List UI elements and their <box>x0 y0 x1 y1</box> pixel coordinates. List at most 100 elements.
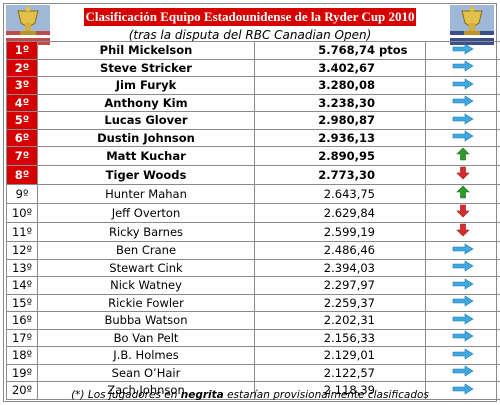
position-cell: 13º <box>6 258 38 277</box>
position-cell: 15º <box>6 293 38 312</box>
arrow-right-icon <box>452 365 474 381</box>
trend-cell <box>425 311 500 330</box>
points-value: 2.129,01 <box>323 348 375 363</box>
ranking-table: 1º Phil Mickelson 5.768,74 ptos 2º Steve Str… <box>6 41 500 400</box>
points-cell: 3.238,30 <box>254 93 426 112</box>
player-name: Phil Mickelson <box>37 41 255 60</box>
trend-cell <box>425 111 500 130</box>
arrow-right-icon <box>452 42 474 59</box>
arrow-down-icon <box>456 204 470 222</box>
table-row: 11º Ricky Barnes 2.599,19 <box>6 222 500 242</box>
player-name: J.B. Holmes <box>37 346 255 365</box>
arrow-right-icon <box>452 260 474 276</box>
ryder-cup-trophy-icon <box>450 5 494 45</box>
position-cell: 10º <box>6 203 38 223</box>
table-row: 15º Rickie Fowler 2.259,37 <box>6 293 500 312</box>
table-row: 19º Sean O’Hair 2.122,57 <box>6 363 500 382</box>
points-value: 5.768,74 <box>318 43 375 58</box>
position-cell: 2º <box>6 58 38 77</box>
points-value: 2.773,30 <box>318 168 375 182</box>
points-cell: 2.643,75 <box>254 184 426 204</box>
position-cell: 5º <box>6 111 38 130</box>
position-cell: 11º <box>6 222 38 242</box>
arrow-right-icon <box>452 242 474 259</box>
player-name: Jeff Overton <box>37 203 255 223</box>
arrow-right-icon <box>452 130 474 146</box>
table-row: 17º Bo Van Pelt 2.156,33 <box>6 328 500 347</box>
table-row: 16º Bubba Watson 2.202,31 <box>6 311 500 330</box>
trend-cell <box>425 346 500 365</box>
trend-cell <box>425 165 500 185</box>
arrow-down-icon <box>456 166 470 184</box>
player-name: Steve Stricker <box>37 58 255 77</box>
points-cell: 2.129,01 <box>254 346 426 365</box>
position-cell: 16º <box>6 311 38 330</box>
table-row: 12º Ben Crane 2.486,46 <box>6 241 500 260</box>
trend-cell <box>425 128 500 147</box>
player-name: Anthony Kim <box>37 93 255 112</box>
table-row: 14º Nick Watney 2.297,97 <box>6 276 500 295</box>
table-row: 5º Lucas Glover 2.980,87 <box>6 111 500 130</box>
points-value: 3.280,08 <box>318 78 375 93</box>
position-cell: 14º <box>6 276 38 295</box>
trend-cell <box>425 41 500 60</box>
player-name: Lucas Glover <box>37 111 255 130</box>
points-cell: 3.280,08 <box>254 76 426 95</box>
footnote: (*) Los jugadores en negrita estarían pr… <box>4 388 496 402</box>
page-title: Clasificación Equipo Estadounidense de l… <box>85 9 415 24</box>
table-row: 2º Steve Stricker 3.402,67 <box>6 58 500 77</box>
position-cell: 7º <box>6 146 38 166</box>
ranking-panel: Clasificación Equipo Estadounidense de l… <box>3 3 500 402</box>
position-cell: 17º <box>6 328 38 347</box>
trend-cell <box>425 146 500 166</box>
trend-cell <box>425 93 500 112</box>
points-cell: 2.202,31 <box>254 311 426 330</box>
points-value: 3.402,67 <box>318 60 375 75</box>
player-name: Matt Kuchar <box>37 146 255 166</box>
trend-cell <box>425 203 500 223</box>
trend-cell <box>425 222 500 242</box>
page-subtitle: (tras la disputa del RBC Canadian Open) <box>128 28 372 42</box>
player-name: Zach Johnson <box>37 381 255 400</box>
position-cell: 20º <box>6 381 38 400</box>
arrow-right-icon <box>452 77 474 94</box>
title-banner: Clasificación Equipo Estadounidense de l… <box>84 8 416 26</box>
points-suffix: ptos <box>375 43 408 58</box>
header: Clasificación Equipo Estadounidense de l… <box>4 4 496 48</box>
table-row: 1º Phil Mickelson 5.768,74 ptos <box>6 41 500 60</box>
arrow-right-icon <box>452 347 474 364</box>
table-row: 13º Stewart Cink 2.394,03 <box>6 258 500 277</box>
table-row: 10º Jeff Overton 2.629,84 <box>6 203 500 223</box>
table-row: 20º Zach Johnson 2.118,39 <box>6 381 500 400</box>
trend-cell <box>425 293 500 312</box>
arrow-right-icon <box>452 312 474 329</box>
player-name: Nick Watney <box>37 276 255 295</box>
points-value: 2.156,33 <box>323 330 375 345</box>
position-cell: 6º <box>6 128 38 147</box>
points-cell: 2.486,46 <box>254 241 426 260</box>
player-name: Stewart Cink <box>37 258 255 277</box>
position-cell: 9º <box>6 184 38 204</box>
arrow-down-icon <box>456 223 470 241</box>
points-cell: 2.773,30 <box>254 165 426 185</box>
points-value: 2.259,37 <box>323 295 375 310</box>
position-cell: 12º <box>6 241 38 260</box>
position-cell: 3º <box>6 76 38 95</box>
trend-cell <box>425 76 500 95</box>
points-value: 2.629,84 <box>323 206 375 220</box>
footnote-text-end: estarían provisionalmente clasificados <box>223 389 429 401</box>
table-row: 6º Dustin Johnson 2.936,13 <box>6 128 500 147</box>
arrow-right-icon <box>452 330 474 346</box>
trend-cell <box>425 276 500 295</box>
player-name: Sean O’Hair <box>37 363 255 382</box>
points-value: 2.297,97 <box>323 278 375 293</box>
player-name: Bo Van Pelt <box>37 328 255 347</box>
points-value: 2.118,39 <box>323 383 375 398</box>
footnote-text: (*) Los jugadores en <box>71 389 181 401</box>
player-name: Hunter Mahan <box>37 184 255 204</box>
points-value: 2.643,75 <box>323 187 375 201</box>
points-value: 2.980,87 <box>318 113 375 128</box>
trend-cell <box>425 58 500 77</box>
points-value: 2.394,03 <box>323 260 375 275</box>
arrow-right-icon <box>452 112 474 129</box>
